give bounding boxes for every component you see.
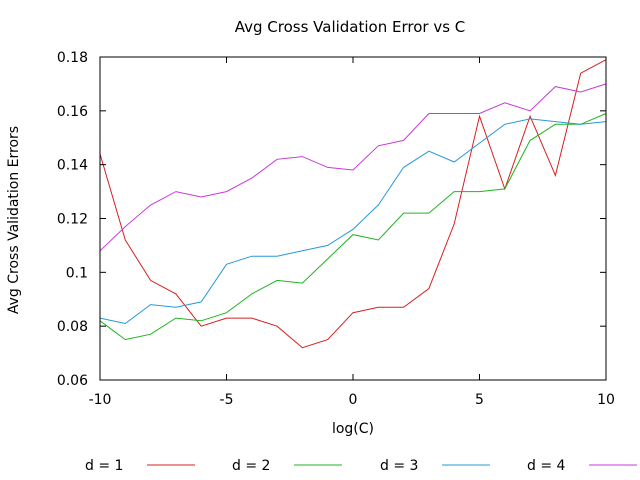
y-tick-label: 0.06 [57,373,88,389]
y-tick-label: 0.16 [57,104,88,120]
series-line-d3 [99,118,607,325]
series-line-d2 [99,113,607,341]
legend: d = 1 d = 2 d = 3 d = 4 [85,458,637,474]
y-axis-label: Avg Cross Validation Errors [6,126,22,314]
y-tick-label: 0.18 [57,50,88,66]
plot-lines [99,59,607,349]
x-tick-label: 0 [349,392,358,408]
x-tick-label: -10 [89,392,112,408]
series-line-d4 [99,83,607,252]
y-tick-label: 0.08 [57,319,88,335]
series-line-d1 [99,59,607,349]
y-tick-label: 0.12 [57,212,88,228]
plot-frame [99,56,607,381]
x-axis-label: log(C) [332,421,374,437]
legend-label-d2: d = 2 [232,458,270,474]
legend-label-d4: d = 4 [527,458,566,474]
x-tick-label: 10 [597,392,615,408]
y-axis: 0.06 0.08 0.1 0.12 0.14 0.16 0.18 [57,50,606,389]
chart-title: Avg Cross Validation Error vs C [235,18,466,36]
legend-label-d1: d = 1 [85,458,123,474]
x-tick-label: 5 [475,392,484,408]
x-tick-label: -5 [220,392,234,408]
y-tick-label: 0.1 [66,265,88,281]
legend-label-d3: d = 3 [380,458,418,474]
x-axis: -10 -5 0 5 10 [89,57,615,408]
y-tick-label: 0.14 [57,158,88,174]
